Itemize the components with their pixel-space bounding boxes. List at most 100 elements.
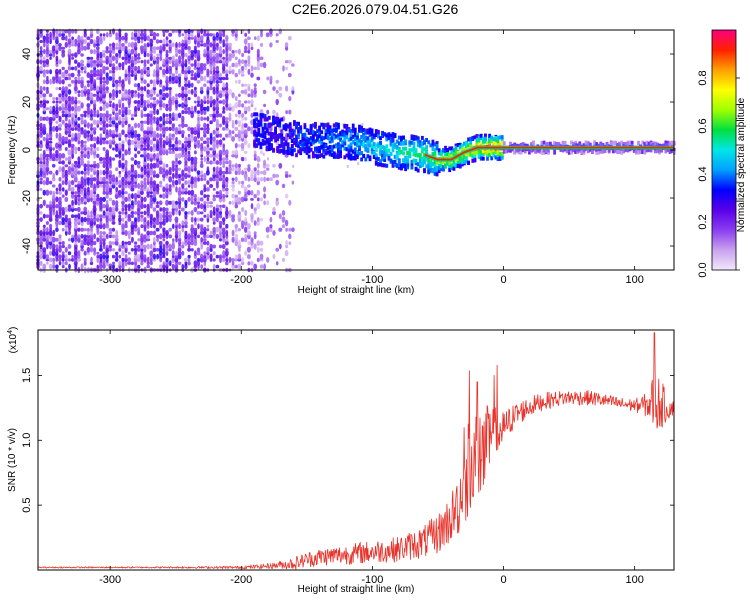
spectrogram-cell [194, 220, 197, 226]
spectrogram-cell [184, 146, 188, 152]
spectrogram-cell [360, 139, 363, 144]
spectrogram-cell [666, 143, 670, 147]
spectrogram-cell [64, 41, 69, 48]
spectrogram-cell [70, 167, 75, 172]
spectrogram-cell [488, 133, 491, 138]
spectrogram-cell [183, 140, 188, 144]
spectrogram-cell [391, 143, 395, 148]
spectrogram-cell [89, 174, 94, 178]
spectrogram-cell [168, 147, 173, 151]
spectrogram-cell [74, 79, 78, 85]
spectrogram-cell [295, 143, 298, 148]
spectrogram-cell [383, 158, 387, 162]
spectrogram-cell [237, 163, 241, 168]
spectrogram-cell [253, 120, 256, 125]
spectrogram-cell [259, 253, 264, 260]
spectrogram-cell [46, 157, 49, 161]
spectrogram-cell [237, 239, 241, 247]
spectrogram-cell [49, 69, 52, 75]
spectrogram-cell [546, 150, 550, 155]
spectrogram-cell [238, 211, 241, 215]
spectrogram-cell [152, 174, 156, 178]
spectrogram-cell [52, 173, 56, 179]
spectrogram-cell [670, 140, 674, 145]
spectrogram-cell [93, 109, 96, 115]
spectrogram-cell [240, 59, 245, 65]
spectrogram-cell [39, 50, 43, 54]
spectrogram-cell [196, 52, 201, 58]
spectrogram-cell [212, 157, 216, 162]
spectrogram-cell [471, 158, 475, 163]
spectrogram-cell [397, 141, 401, 146]
spectrogram-cell [168, 112, 172, 119]
spectrogram-cell [143, 183, 147, 189]
spectrogram-cell [231, 32, 235, 37]
spectrogram-cell [136, 102, 141, 109]
colorbar-tick-label: 0.8 [697, 70, 709, 85]
spectrogram-cell [351, 134, 355, 139]
spectrogram-cell [158, 103, 163, 108]
spectrogram-cell [61, 46, 66, 50]
spectrogram-cell [257, 162, 260, 169]
spectrogram-cell [168, 200, 173, 205]
spectrogram-cell [295, 122, 298, 127]
spectrogram-cell [159, 55, 163, 61]
spectrogram-cell [263, 103, 267, 108]
spectrogram-cell [206, 201, 210, 205]
spectrogram-cell [58, 79, 62, 85]
spectrogram-cell [206, 143, 210, 148]
spectrogram-cell [140, 95, 144, 102]
spectrogram-cell [42, 162, 47, 169]
spectrogram-cell [212, 264, 216, 270]
spectrogram-cell [593, 140, 596, 145]
spectrogram-cell [203, 251, 207, 256]
spectrogram-cell [124, 119, 128, 126]
spectrogram-cell [194, 59, 197, 64]
spectrogram-cell [225, 122, 229, 129]
spectrogram-cell [421, 146, 424, 151]
spectrogram-cell [137, 244, 141, 249]
spectrogram-cell [341, 140, 345, 145]
spectrogram-cell [234, 264, 239, 269]
spectrogram-cell [124, 164, 128, 168]
spectrogram-cell [222, 160, 226, 165]
spectrogram-cell [90, 166, 93, 173]
colorbar-tick-label: 0.2 [697, 214, 709, 229]
spectrogram-cell [118, 28, 122, 35]
spectrogram-cell [187, 46, 191, 51]
spectrogram-cell [244, 83, 248, 87]
spectrogram-cell [448, 153, 452, 158]
spectrogram-cell [278, 123, 282, 128]
spectrogram-cell [165, 106, 169, 112]
spectrogram-cell [218, 80, 223, 84]
spectrogram-cell [174, 254, 179, 259]
spectrogram-cell [92, 163, 97, 169]
spectrogram-cell [171, 133, 175, 138]
spectrogram-cell [45, 204, 50, 209]
spectrogram-cell [105, 254, 110, 259]
spectrogram-cell [92, 136, 97, 142]
spectrogram-cell [406, 163, 410, 168]
spectrogram-cell [152, 170, 156, 176]
spectrogram-cell [96, 214, 100, 219]
spectrogram-cell [402, 140, 405, 145]
spectrogram-cell [293, 148, 296, 153]
spectrogram-cell [39, 140, 43, 145]
spectrogram-cell [52, 192, 56, 200]
spectrogram-cell [175, 137, 178, 141]
spectrogram-cell [209, 209, 213, 216]
spectrogram-cell [250, 42, 254, 48]
spectrogram-cell [389, 136, 393, 141]
spectrogram-cell [165, 83, 169, 88]
spectrogram-cell [83, 169, 87, 176]
spectrogram-cell [140, 144, 144, 148]
spectrogram-cell [45, 43, 50, 47]
spectrogram-cell [165, 113, 169, 117]
spectrogram-cell [140, 79, 144, 84]
spectrogram-cell [149, 49, 153, 54]
spectrogram-cell [658, 148, 661, 153]
spectrogram-cell [118, 99, 122, 105]
spectrogram-cell [171, 184, 176, 188]
spectrogram-cell [330, 138, 334, 143]
